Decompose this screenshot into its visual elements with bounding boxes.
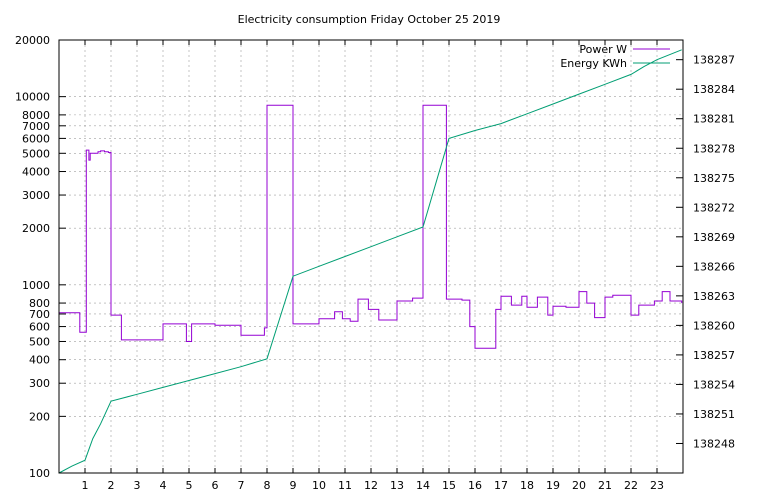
x-tick-label: 3 (134, 479, 141, 492)
plot-frame (58, 39, 684, 474)
x-tick-label: 21 (598, 479, 612, 492)
y2-tick-label: 138266 (693, 260, 735, 273)
y-tick-label: 5000 (22, 147, 50, 160)
x-tick-label: 5 (186, 479, 193, 492)
x-tick-label: 13 (390, 479, 404, 492)
x-tick-label: 7 (238, 479, 245, 492)
y-tick-label: 400 (29, 354, 50, 367)
y2-tick-label: 138278 (693, 142, 735, 155)
x-tick-label: 2 (108, 479, 115, 492)
y-tick-label: 500 (29, 335, 50, 348)
y2-tick-label: 138272 (693, 201, 735, 214)
chart-title: Electricity consumption Friday October 2… (238, 13, 501, 26)
x-tick-label: 18 (520, 479, 534, 492)
y-tick-label: 100 (29, 467, 50, 480)
legend-label-energy: Energy KWh (560, 57, 627, 70)
y-tick-label: 200 (29, 410, 50, 423)
grid (59, 40, 683, 473)
x-tick-label: 16 (468, 479, 482, 492)
x-tick-label: 9 (290, 479, 297, 492)
y-tick-label: 8000 (22, 109, 50, 122)
y-tick-label: 6000 (22, 132, 50, 145)
series-line-power (59, 104, 683, 349)
x-tick-label: 10 (312, 479, 326, 492)
y-tick-label: 10000 (15, 91, 50, 104)
series (58, 49, 683, 474)
y2-tick-label: 138284 (693, 83, 735, 96)
x-tick-label: 20 (572, 479, 586, 492)
x-tick-label: 8 (264, 479, 271, 492)
y-tick-label: 20000 (15, 34, 50, 47)
y2-tick-label: 138275 (693, 172, 735, 185)
y-tick-label: 300 (29, 377, 50, 390)
x-tick-label: 1 (82, 479, 89, 492)
y-tick-label: 2000 (22, 222, 50, 235)
y2-tick-label: 138260 (693, 319, 735, 332)
y2-tick-label: 138269 (693, 231, 735, 244)
y2-tick-label: 138287 (693, 54, 735, 67)
x-tick-label: 6 (212, 479, 219, 492)
x-tick-label: 19 (546, 479, 560, 492)
y-tick-label: 800 (29, 297, 50, 310)
x-tick-label: 22 (624, 479, 638, 492)
y2-tick-label: 138257 (693, 349, 735, 362)
axis-ticks: 1 2 3 4 5 6 7 8 9 10 11 12 13 14 15 16 17 18 19 20 21 22 23100… (15, 34, 735, 492)
y-tick-label: 700 (29, 308, 50, 321)
x-tick-label: 11 (338, 479, 352, 492)
legend: Power W Energy KWh (560, 43, 670, 70)
y-tick-label: 600 (29, 321, 50, 334)
y-tick-label: 3000 (22, 189, 50, 202)
y2-tick-label: 138254 (693, 378, 735, 391)
y-tick-label: 7000 (22, 120, 50, 133)
x-tick-label: 17 (494, 479, 508, 492)
series-line-energy (58, 49, 682, 474)
y2-tick-label: 138281 (693, 113, 735, 126)
y2-tick-label: 138263 (693, 290, 735, 303)
x-tick-label: 14 (416, 479, 430, 492)
y2-tick-label: 138248 (693, 437, 735, 450)
x-tick-label: 15 (442, 479, 456, 492)
y-tick-label: 4000 (22, 166, 50, 179)
y2-tick-label: 138251 (693, 408, 735, 421)
x-tick-label: 4 (160, 479, 167, 492)
y-tick-label: 1000 (22, 279, 50, 292)
x-tick-label: 12 (364, 479, 378, 492)
legend-label-power: Power W (579, 43, 627, 56)
x-tick-label: 23 (650, 479, 664, 492)
